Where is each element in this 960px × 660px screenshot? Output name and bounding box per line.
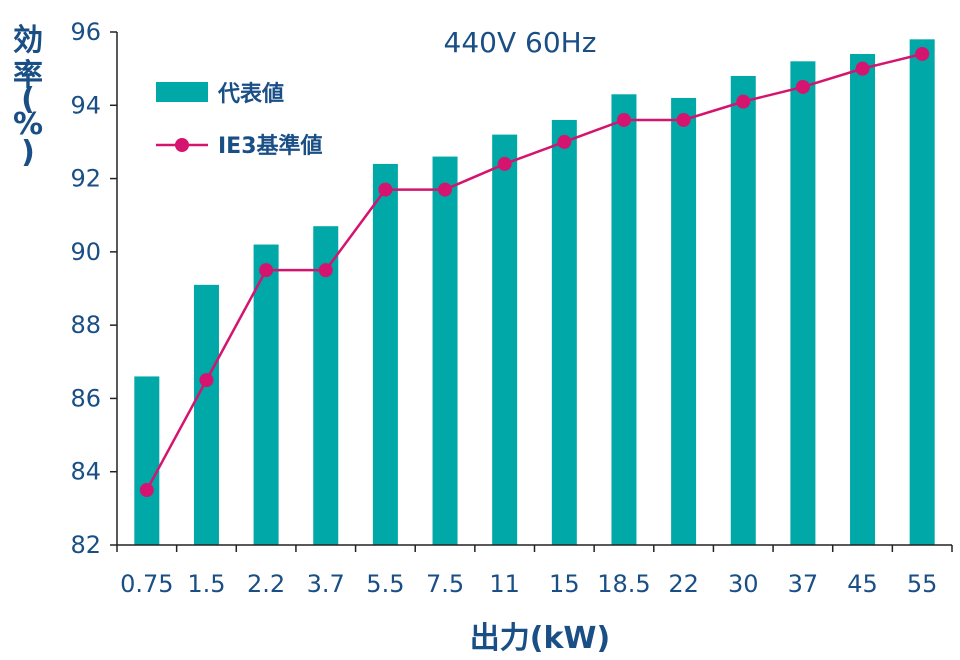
axes-layer bbox=[116, 32, 952, 546]
y-tick-label: 96 bbox=[70, 18, 101, 46]
ie3-point-15 bbox=[557, 134, 572, 149]
bars-layer bbox=[134, 39, 935, 546]
legend-bar-swatch bbox=[156, 82, 208, 102]
x-tick-label: 22 bbox=[668, 570, 699, 598]
x-tick-label: 15 bbox=[549, 570, 580, 598]
bar-11 bbox=[492, 134, 518, 545]
ie3-point-11 bbox=[497, 156, 512, 171]
x-tick-label: 0.75 bbox=[120, 570, 173, 598]
y-tick-label: 94 bbox=[70, 91, 101, 119]
x-ticks: 0.75 1.5 2.2 3.7 5.5 7.5 11 15 18.5 22 30 37 45 55 bbox=[116, 545, 953, 598]
bar-22 bbox=[671, 97, 697, 545]
ie3-line-layer bbox=[139, 46, 930, 498]
ie3-point-18.5 bbox=[616, 112, 631, 127]
y-axis-title-char: ( bbox=[21, 82, 35, 117]
ie3-point-1.5 bbox=[199, 373, 214, 388]
x-tick-label: 2.2 bbox=[247, 570, 285, 598]
y-tick-label: 86 bbox=[70, 384, 101, 412]
chart-title: 440V 60Hz bbox=[444, 26, 597, 59]
ie3-point-55 bbox=[915, 46, 930, 61]
y-axis-title-char: ) bbox=[21, 135, 35, 170]
ie3-line bbox=[145, 52, 923, 491]
y-tick-label: 88 bbox=[70, 311, 101, 339]
bar-3.7 bbox=[313, 226, 339, 545]
ie3-point-5.5 bbox=[378, 182, 393, 197]
bar-45 bbox=[850, 53, 876, 545]
x-tick-label: 7.5 bbox=[426, 570, 464, 598]
ie3-point-0.75 bbox=[139, 483, 154, 498]
bar-1.5 bbox=[193, 284, 219, 545]
x-tick-label: 5.5 bbox=[366, 570, 404, 598]
bar-7.5 bbox=[432, 156, 458, 546]
y-axis-title-char: % bbox=[13, 107, 43, 142]
bar-15 bbox=[551, 119, 577, 545]
y-axis-title: 効率(%) bbox=[13, 23, 43, 170]
bar-55 bbox=[909, 39, 935, 545]
x-axis-title: 出力(kW) bbox=[470, 621, 610, 656]
ie3-point-45 bbox=[855, 61, 870, 76]
bar-2.2 bbox=[253, 244, 279, 545]
legend-line-label: IE3基準値 bbox=[218, 133, 323, 159]
legend-line-marker bbox=[175, 138, 189, 152]
y-tick-label: 92 bbox=[70, 165, 101, 193]
x-tick-label: 45 bbox=[847, 570, 878, 598]
legend-bar-label: 代表値 bbox=[217, 82, 284, 107]
bar-18.5 bbox=[611, 94, 637, 546]
ie3-point-2.2 bbox=[259, 263, 274, 278]
y-axis-title-char: 率 bbox=[13, 58, 43, 93]
ie3-point-22 bbox=[676, 112, 691, 127]
bar-37 bbox=[790, 61, 816, 546]
x-tick-label: 3.7 bbox=[307, 570, 345, 598]
x-tick-label: 11 bbox=[489, 570, 520, 598]
x-tick-label: 37 bbox=[788, 570, 819, 598]
x-tick-label: 55 bbox=[907, 570, 938, 598]
ie3-point-7.5 bbox=[438, 182, 453, 197]
x-tick-label: 30 bbox=[728, 570, 759, 598]
ie3-point-37 bbox=[795, 79, 810, 94]
x-tick-label: 1.5 bbox=[187, 570, 225, 598]
y-axis-title-char: 効 bbox=[13, 23, 43, 58]
bar-0.75 bbox=[134, 376, 160, 545]
bar-5.5 bbox=[372, 163, 398, 545]
ie3-point-3.7 bbox=[318, 263, 333, 278]
y-tick-label: 84 bbox=[70, 458, 101, 486]
ie3-point-30 bbox=[736, 94, 751, 109]
legend: 代表値 IE3基準値 bbox=[156, 82, 323, 159]
bar-30 bbox=[730, 75, 756, 545]
x-tick-label: 18.5 bbox=[597, 570, 650, 598]
y-tick-label: 82 bbox=[70, 531, 101, 559]
y-ticks: 82 84 86 88 90 92 94 96 bbox=[70, 18, 117, 559]
y-tick-label: 90 bbox=[70, 238, 101, 266]
